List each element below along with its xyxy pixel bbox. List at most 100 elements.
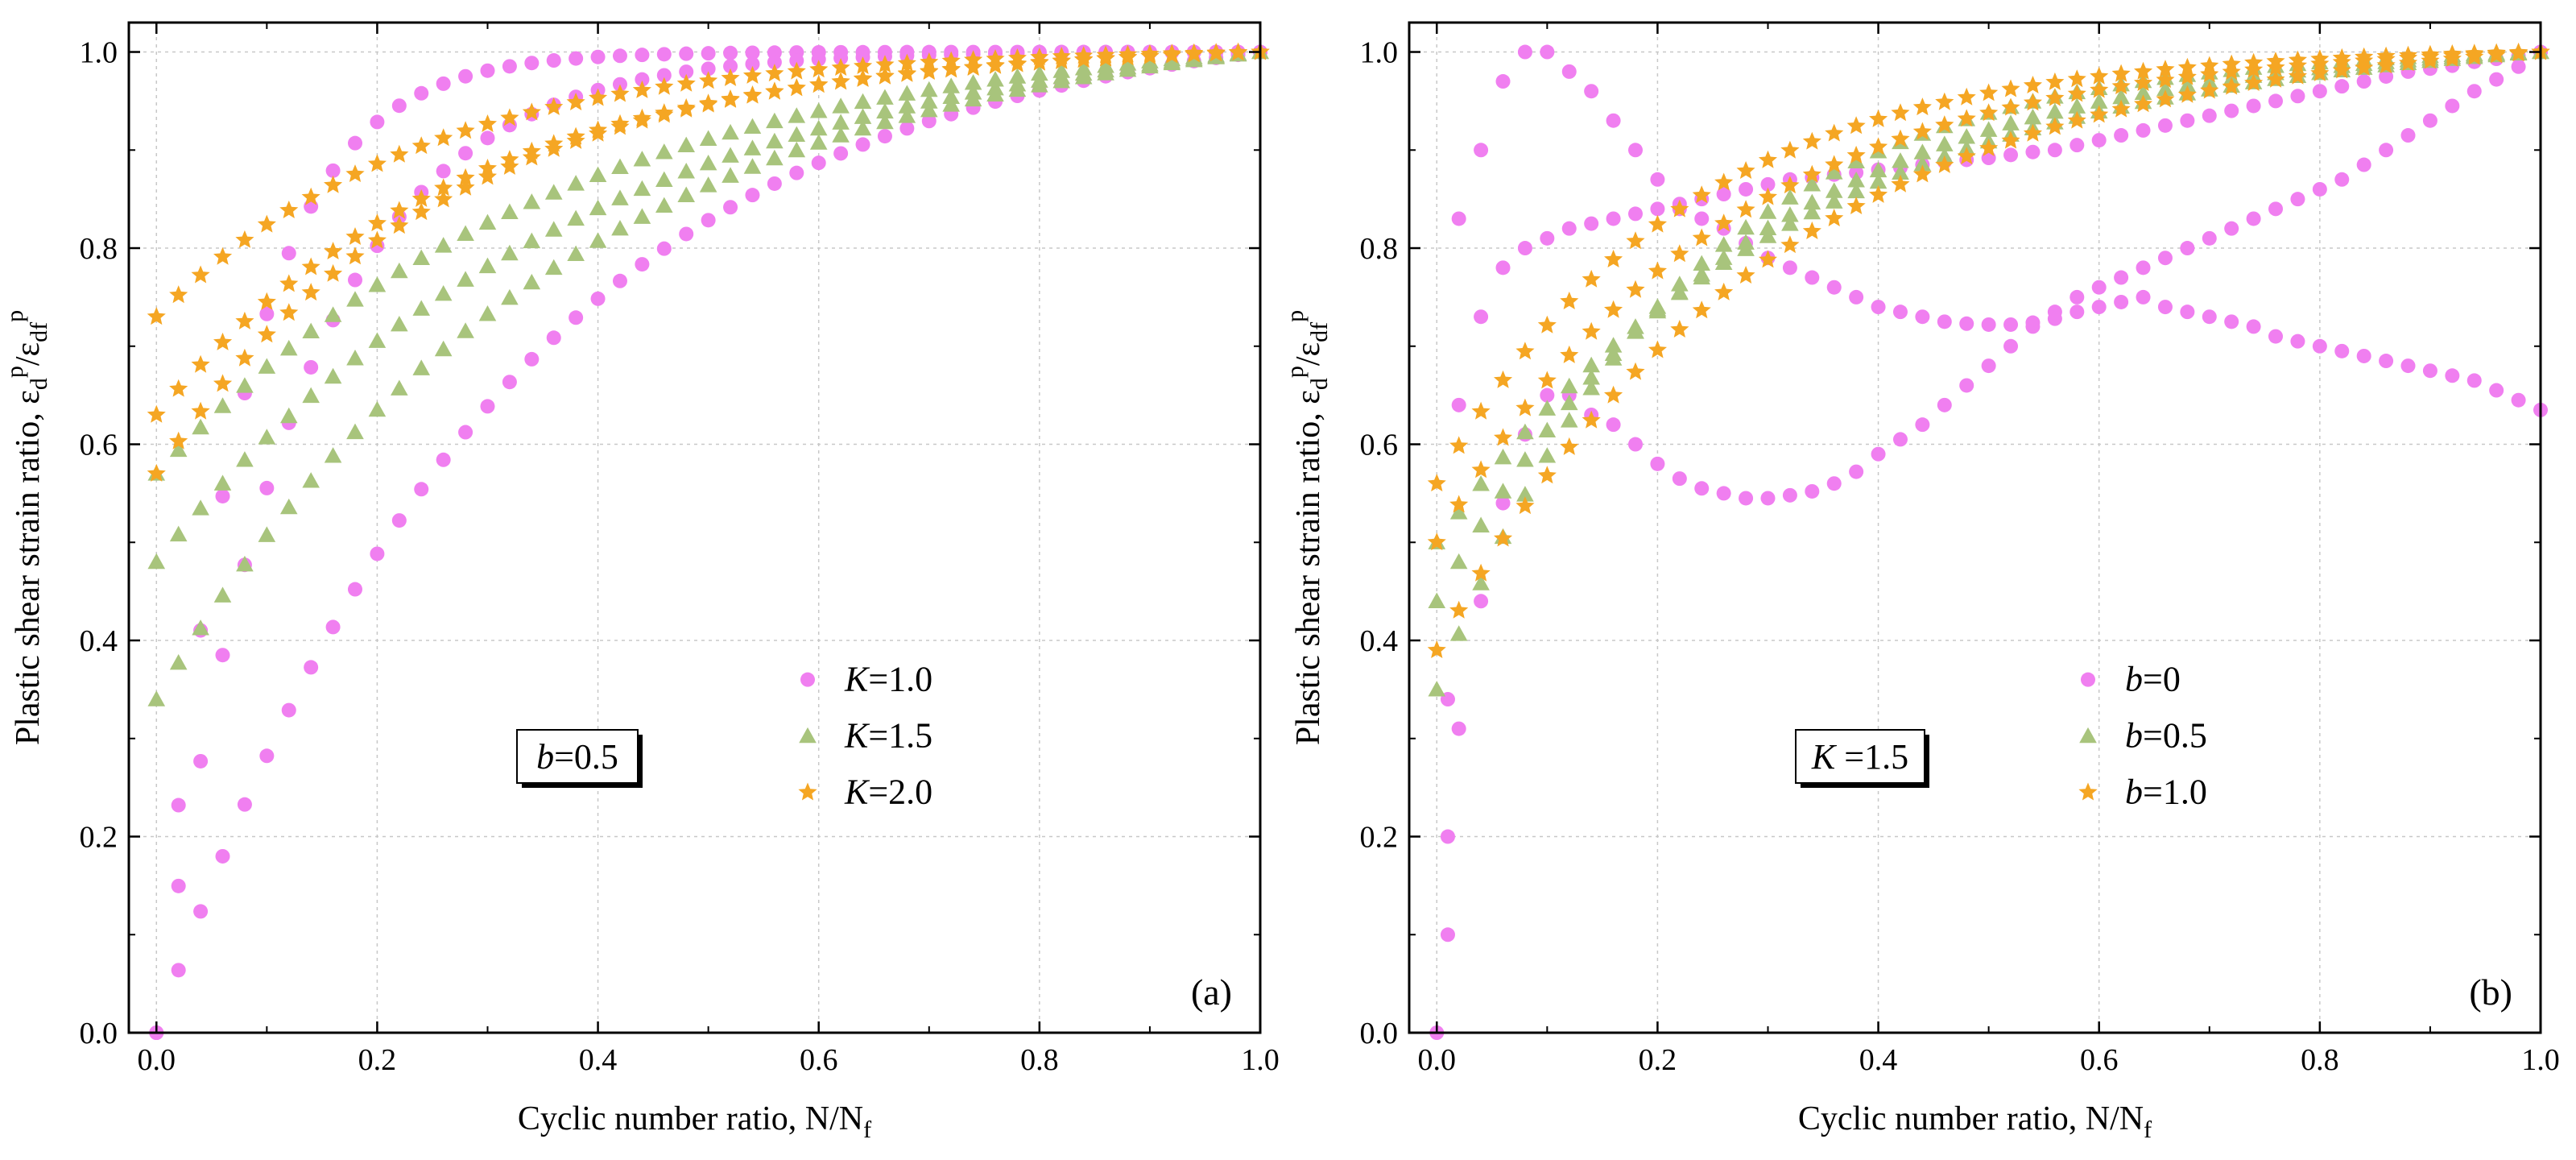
data-point — [2376, 46, 2396, 64]
data-point — [1474, 594, 1489, 609]
data-point — [2288, 66, 2307, 85]
data-point — [2134, 94, 2153, 113]
data-point — [876, 113, 894, 130]
data-point — [1781, 206, 1799, 222]
data-point — [920, 93, 938, 109]
data-point — [788, 126, 806, 143]
data-point — [2290, 334, 2305, 349]
data-point — [1628, 206, 1643, 222]
data-point — [1604, 300, 1623, 318]
data-point — [391, 315, 408, 332]
data-point — [986, 85, 1004, 102]
data-point — [610, 114, 630, 132]
data-point — [1869, 161, 1888, 178]
data-point — [436, 452, 451, 467]
data-point — [1451, 211, 1466, 226]
data-point — [1736, 161, 1755, 179]
data-point — [699, 93, 718, 112]
data-point — [1162, 44, 1181, 62]
data-point — [523, 273, 541, 290]
data-point — [2400, 128, 2416, 143]
data-point — [765, 81, 784, 100]
data-point — [412, 249, 431, 266]
data-point — [171, 878, 186, 893]
data-point — [590, 291, 606, 306]
data-point — [1582, 269, 1601, 288]
data-point — [500, 157, 519, 175]
data-point — [281, 246, 296, 261]
parameter-box-a: b=0.5 — [516, 729, 643, 788]
data-point — [2023, 93, 2042, 111]
data-point — [1096, 45, 1115, 64]
data-point — [434, 340, 453, 357]
data-point — [367, 154, 387, 172]
data-point — [897, 53, 916, 72]
data-point — [1584, 84, 1599, 99]
data-point — [1118, 60, 1137, 77]
data-point — [2312, 338, 2327, 354]
data-point — [367, 213, 387, 232]
data-point — [941, 51, 961, 69]
data-point — [897, 64, 916, 82]
data-point — [391, 379, 408, 396]
data-point — [2136, 260, 2151, 276]
x-tick-label: 0.8 — [2301, 1043, 2339, 1077]
data-point — [1495, 74, 1511, 89]
data-point — [1229, 42, 1248, 60]
data-point — [169, 379, 188, 397]
data-point — [324, 367, 342, 384]
data-point — [346, 350, 364, 366]
data-point — [1979, 139, 1999, 156]
data-point — [2157, 300, 2173, 315]
data-point — [2268, 201, 2284, 217]
data-point — [191, 265, 210, 284]
data-point — [2023, 76, 2042, 93]
ticks-b — [1409, 23, 2542, 1034]
data-point — [1805, 270, 1820, 285]
data-point — [633, 180, 651, 197]
data-point — [257, 292, 276, 310]
data-point — [192, 499, 209, 516]
data-point — [2090, 105, 2109, 123]
data-point — [676, 98, 696, 116]
data-point — [2046, 102, 2064, 119]
data-point — [2069, 138, 2085, 153]
data-point — [1141, 57, 1159, 74]
grid-a — [129, 23, 1261, 1034]
data-point — [2023, 123, 2042, 142]
data-point — [2156, 60, 2175, 78]
data-point — [1670, 199, 1689, 218]
data-point — [346, 291, 364, 307]
data-point — [191, 354, 210, 373]
data-point — [1693, 255, 1711, 271]
x-tick-label: 1.0 — [1241, 1043, 1280, 1077]
data-point — [237, 797, 252, 812]
data-point — [1449, 503, 1468, 520]
data-point — [257, 325, 276, 343]
data-point — [2310, 64, 2330, 81]
y-tick-label: 0.0 — [1360, 1017, 1399, 1050]
y-tick-label: 0.0 — [80, 1017, 118, 1050]
data-point — [414, 85, 429, 101]
legend-marker — [800, 672, 815, 687]
data-point — [2334, 343, 2350, 358]
data-point — [964, 50, 983, 68]
data-point — [1891, 129, 1910, 147]
data-point — [2442, 44, 2462, 62]
data-point — [1627, 318, 1644, 334]
data-point — [1474, 143, 1489, 158]
data-point — [304, 660, 319, 675]
data-point — [1560, 412, 1578, 428]
data-point — [1030, 48, 1049, 65]
data-point — [501, 244, 519, 261]
data-point — [2025, 144, 2041, 160]
data-point — [1825, 209, 1844, 226]
data-point — [213, 586, 232, 603]
data-point — [346, 423, 364, 440]
data-point — [2332, 60, 2351, 79]
data-point — [1440, 829, 1455, 844]
data-point — [1869, 109, 1888, 127]
series-K=2.0 — [147, 42, 1270, 482]
data-point — [1782, 487, 1797, 503]
